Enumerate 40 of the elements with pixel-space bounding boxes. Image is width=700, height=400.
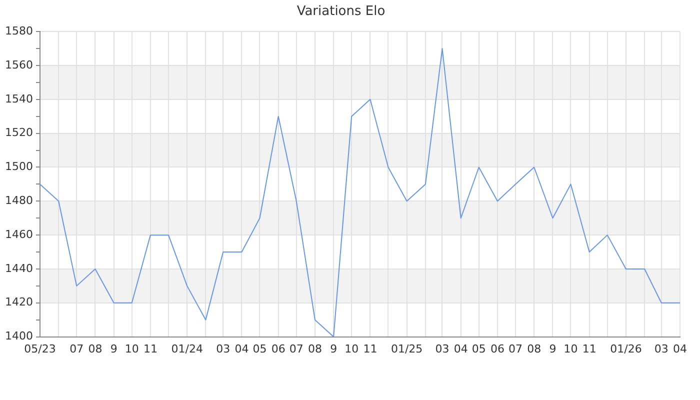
x-tick-label: 08 (88, 342, 102, 356)
x-tick-label: 11 (582, 342, 596, 356)
x-tick-label: 05 (472, 342, 486, 356)
x-tick-label: 10 (124, 342, 139, 356)
x-tick-label: 04 (454, 342, 468, 356)
y-tick-label: 1560 (4, 58, 33, 72)
x-tick-label: 07 (289, 342, 304, 356)
x-tick-label: 03 (216, 342, 230, 356)
x-tick-label: 03 (435, 342, 450, 356)
x-tick-label: 11 (143, 342, 158, 356)
y-tick-label: 1400 (4, 330, 33, 343)
x-tick-label: 08 (308, 342, 322, 356)
x-tick-label: 01/26 (610, 342, 642, 356)
y-tick-label: 1520 (4, 126, 33, 140)
x-tick-label: 9 (110, 342, 118, 356)
x-tick-label: 07 (70, 342, 84, 356)
y-tick-label: 1440 (4, 262, 33, 275)
x-tick-label: 06 (490, 342, 504, 356)
x-tick-label: 05 (252, 342, 267, 356)
x-tick-label: 01/25 (390, 342, 423, 356)
x-tick-label: 03 (654, 342, 668, 356)
y-tick-label: 1460 (4, 228, 33, 241)
x-tick-label: 07 (508, 342, 522, 356)
x-tick-label: 04 (234, 342, 249, 356)
x-tick-label: 08 (527, 342, 542, 356)
x-tick-label: 10 (344, 342, 359, 356)
x-tick-label: 06 (271, 342, 286, 356)
y-tick-label: 1500 (4, 160, 33, 174)
x-tick-label: 01/24 (171, 342, 203, 356)
x-tick-label: 9 (330, 342, 338, 356)
y-tick-label: 1480 (4, 194, 33, 208)
x-tick-label: 05/23 (24, 342, 56, 356)
y-tick-label: 1420 (4, 296, 33, 309)
x-tick-label: 11 (363, 342, 378, 356)
chart-title: Variations Elo (296, 4, 386, 20)
x-tick-label: 9 (549, 342, 556, 356)
y-tick-label: 1580 (4, 24, 33, 38)
x-tick-label: 10 (564, 342, 578, 356)
y-tick-label: 1540 (4, 92, 33, 106)
x-tick-label: 04 (673, 342, 687, 356)
